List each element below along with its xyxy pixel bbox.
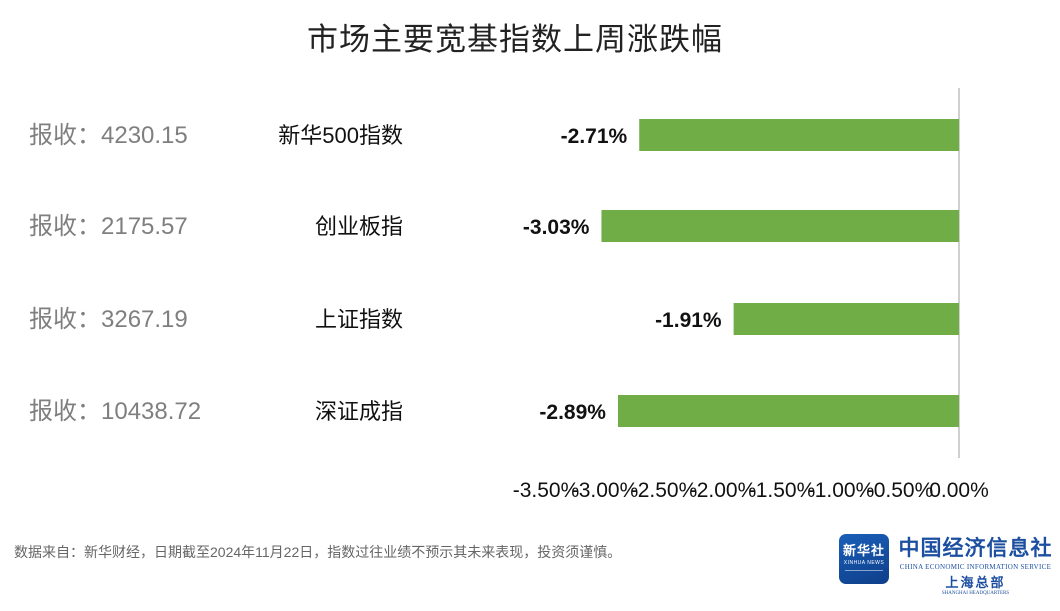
x-tick-label: -1.50% [749,479,816,502]
close-price-label: 报收：4230.15 [29,122,188,149]
publisher-sub: 上海总部 [945,575,1006,590]
logo-badge-en: XINHUA NEWS [843,560,885,566]
x-tick-label: 0.00% [929,479,989,502]
xinhua-logo: 新华社 XINHUA NEWS [839,534,889,584]
logo-badge-text: 新华社 [842,543,885,558]
x-tick-label: -0.50% [867,479,934,502]
close-price-label: 报收：10438.72 [29,398,201,425]
data-label: -3.03% [523,216,590,239]
bar [733,303,959,335]
close-price-label: 报收：2175.57 [29,213,188,240]
x-tick-label: -3.00% [572,479,639,502]
bar [601,210,959,242]
data-label: -1.91% [655,309,722,332]
bar [617,395,959,427]
category-label: 新华500指数 [278,123,403,148]
x-tick-label: -2.50% [631,479,698,502]
bar [639,119,959,151]
close-price-label: 报收：3267.19 [29,306,188,333]
publisher-name-en: CHINA ECONOMIC INFORMATION SERVICE [899,563,1052,571]
x-tick-label: -3.50% [513,479,580,502]
x-tick-label: -1.00% [808,479,875,502]
category-label: 深证成指 [315,399,403,424]
category-label: 上证指数 [315,307,403,332]
network-graphic-icon [845,570,883,583]
publisher-sub-en: SHANGHAI HEADQUARTERS [941,591,1010,596]
publisher-logo: 中国经济信息社 CHINA ECONOMIC INFORMATION SERVI… [898,532,1053,596]
x-tick-label: -2.00% [690,479,757,502]
publisher-name: 中国经济信息社 [898,536,1053,560]
source-note: 数据来自：新华财经，日期截至2024年11月22日，指数过往业绩不预示其未来表现… [14,544,622,560]
chart-title: 市场主要宽基指数上周涨跌幅 [307,22,723,57]
data-label: -2.71% [561,125,628,148]
category-label: 创业板指 [315,214,403,239]
data-label: -2.89% [539,401,606,424]
